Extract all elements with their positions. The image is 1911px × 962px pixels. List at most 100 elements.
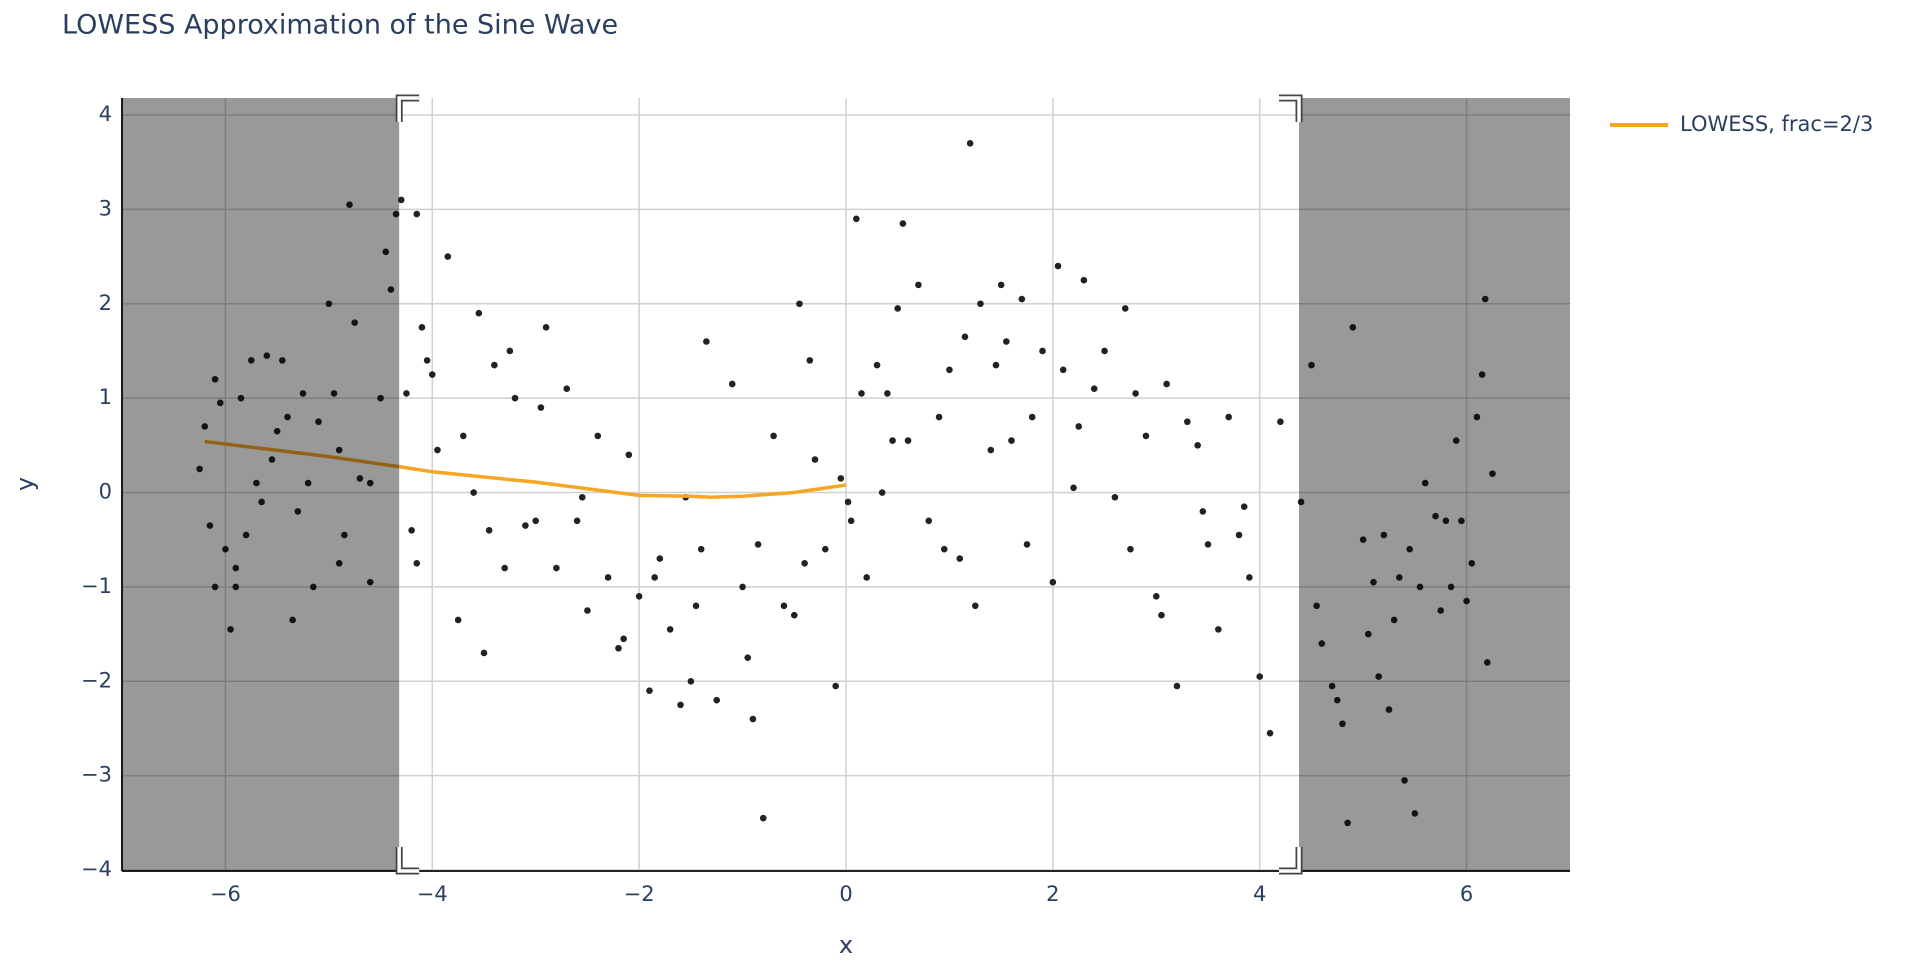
data-point [196, 465, 203, 473]
data-point [1204, 541, 1212, 548]
data-point [392, 210, 400, 218]
data-point [847, 517, 855, 525]
data-point [1432, 512, 1439, 520]
x-tick-label: 4 [1253, 882, 1266, 906]
y-tick-label: 2 [99, 291, 112, 315]
data-point [222, 545, 229, 553]
data-point [1173, 682, 1181, 690]
data-point [356, 475, 364, 482]
data-point [656, 555, 664, 562]
selection-handle [1279, 94, 1303, 122]
lowess-line [204, 439, 847, 499]
data-point [1018, 295, 1026, 303]
selection-handle [395, 847, 420, 875]
data-point [853, 215, 860, 223]
data-point [1401, 777, 1408, 784]
data-point [460, 432, 467, 440]
data-point [801, 560, 808, 567]
x-tick-label: −4 [417, 882, 448, 906]
data-point [294, 508, 302, 515]
data-point [1385, 706, 1393, 713]
data-point [1297, 498, 1305, 506]
data-point [1328, 682, 1336, 690]
data-point [1163, 380, 1170, 388]
data-point [666, 626, 674, 633]
data-point [423, 357, 431, 364]
data-point [325, 300, 333, 308]
data-point [1256, 673, 1264, 680]
data-point [635, 593, 643, 600]
y-tick-label: 0 [99, 480, 112, 504]
data-point [594, 432, 602, 440]
data-point [304, 479, 312, 487]
data-point [397, 196, 405, 204]
data-point [553, 564, 560, 572]
data-point [1059, 366, 1067, 374]
data-point [625, 451, 633, 459]
data-point [573, 517, 581, 525]
data-point [1437, 607, 1445, 614]
data-point [434, 446, 441, 454]
data-point [1411, 810, 1419, 817]
data-point [542, 324, 550, 331]
data-point [491, 361, 498, 369]
data-point [1039, 347, 1046, 355]
data-point [403, 390, 410, 397]
data-point [713, 696, 721, 704]
data-point [522, 522, 529, 529]
selection-handle [1279, 847, 1303, 875]
data-point [418, 324, 426, 331]
data-point [279, 357, 286, 364]
data-point [263, 352, 271, 359]
data-point [211, 375, 219, 383]
selection-handle [1279, 96, 1301, 122]
data-point [335, 446, 343, 454]
data-point [1142, 432, 1150, 440]
data-point [873, 361, 881, 369]
data-point [858, 390, 865, 397]
data-point [273, 427, 281, 435]
x-axis-label: x [839, 931, 853, 959]
data-point [351, 319, 359, 326]
data-point [1111, 493, 1119, 501]
data-point [997, 281, 1005, 289]
data-point [1235, 531, 1243, 539]
legend-label: LOWESS, frac=2/3 [1680, 112, 1873, 136]
data-point [366, 479, 374, 487]
data-point [563, 385, 571, 393]
data-point [470, 489, 477, 496]
data-point [1370, 578, 1377, 586]
data-point [532, 517, 540, 525]
data-point [946, 366, 953, 374]
data-point [413, 210, 421, 218]
data-point [971, 602, 979, 610]
data-point [428, 371, 436, 378]
data-point [790, 611, 798, 619]
data-point [915, 281, 922, 289]
data-point [408, 526, 415, 534]
data-point [1008, 437, 1015, 444]
chart-title: LOWESS Approximation of the Sine Wave [62, 10, 618, 41]
data-point [1028, 413, 1036, 421]
data-point [454, 616, 462, 624]
data-point [310, 583, 317, 591]
data-point [739, 583, 746, 591]
data-point [1416, 583, 1424, 591]
data-point [1313, 602, 1320, 610]
data-point [506, 347, 514, 355]
data-point [697, 545, 705, 553]
data-point [584, 607, 591, 614]
data-point [377, 394, 384, 402]
data-point [615, 644, 622, 652]
data-point [237, 394, 245, 402]
data-point [485, 526, 493, 534]
data-point [940, 545, 948, 553]
data-point [1049, 578, 1057, 586]
data-point [1132, 390, 1139, 397]
y-tick-label: 4 [99, 102, 112, 126]
data-point [501, 564, 508, 572]
data-point [703, 338, 710, 345]
data-point [1396, 574, 1403, 581]
data-point [1277, 418, 1284, 426]
